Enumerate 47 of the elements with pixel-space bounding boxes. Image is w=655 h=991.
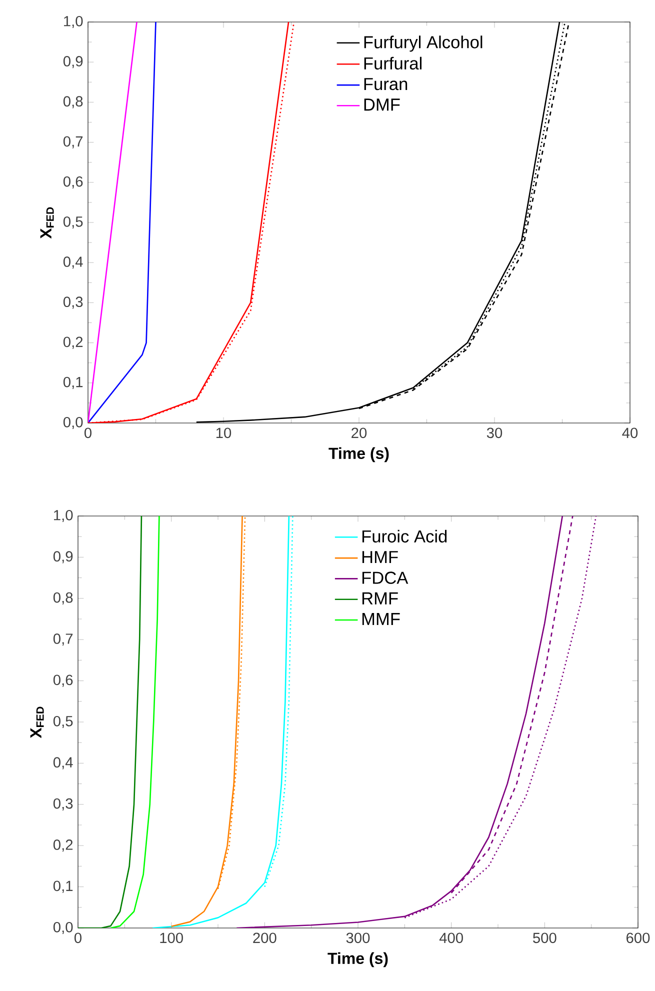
legend-label: RMF xyxy=(362,592,398,604)
y-tick-label: 0,8 xyxy=(54,592,73,604)
y-tick-label: 0,0 xyxy=(54,922,73,934)
y-tick-label: 0,5 xyxy=(64,216,83,229)
x-tick-label: 200 xyxy=(253,932,276,944)
x-tick-label: 30 xyxy=(487,428,502,438)
y-tick-label: 0,9 xyxy=(64,56,83,68)
y-tick-label: 0,4 xyxy=(54,757,74,770)
y-axis-title: X$_{FED}$ xyxy=(40,207,54,239)
y-tick-label: 0,4 xyxy=(64,256,84,269)
y-tick-label: 0,0 xyxy=(64,416,83,430)
x-tick-label: 500 xyxy=(533,932,556,944)
legend-label: MMF xyxy=(362,613,400,625)
x-tick-label: 40 xyxy=(622,428,638,438)
x-tick-label: 20 xyxy=(352,428,367,438)
x-axis-title: Time (s) xyxy=(328,952,388,968)
y-tick-label: 0,6 xyxy=(54,674,73,687)
y-tick-label: 0,9 xyxy=(54,551,73,564)
y-tick-label: 0,1 xyxy=(64,376,83,389)
y-tick-label: 1,0 xyxy=(64,16,83,28)
y-tick-label: 0,8 xyxy=(64,96,83,108)
x-tick-label: 300 xyxy=(346,932,370,944)
legend-label: Furan xyxy=(364,78,408,90)
x-tick-label: 0 xyxy=(74,932,82,944)
y-tick-label: 1,0 xyxy=(54,510,73,522)
legend-label: Furoic Acid xyxy=(362,530,447,543)
y-tick-label: 0,2 xyxy=(54,840,73,852)
y-tick-label: 0,3 xyxy=(64,296,83,309)
y-tick-label: 0,7 xyxy=(64,136,83,148)
y-tick-label: 0,7 xyxy=(54,634,73,646)
y-tick-label: 0,2 xyxy=(64,336,83,349)
y-tick-label: 0,5 xyxy=(54,716,73,728)
y-tick-label: 0,3 xyxy=(54,798,73,810)
x-axis-title: Time (s) xyxy=(328,447,389,462)
legend-label: DMF xyxy=(364,98,400,111)
x-tick-label: 100 xyxy=(160,932,184,944)
y-tick-label: 0,6 xyxy=(64,176,83,188)
x-tick-label: 400 xyxy=(440,932,464,944)
legend-label: Furfural xyxy=(364,56,422,70)
x-tick-label: 10 xyxy=(216,428,232,438)
y-tick-label: 0,1 xyxy=(54,880,73,893)
legend-label: FDCA xyxy=(362,572,408,584)
x-tick-label: 600 xyxy=(626,932,650,944)
x-tick-label: 0 xyxy=(84,428,92,438)
legend-label: Furfuryl Alcohol xyxy=(364,36,482,52)
y-axis-title: X$_{FED}$ xyxy=(30,706,44,738)
legend-label: HMF xyxy=(362,551,398,563)
